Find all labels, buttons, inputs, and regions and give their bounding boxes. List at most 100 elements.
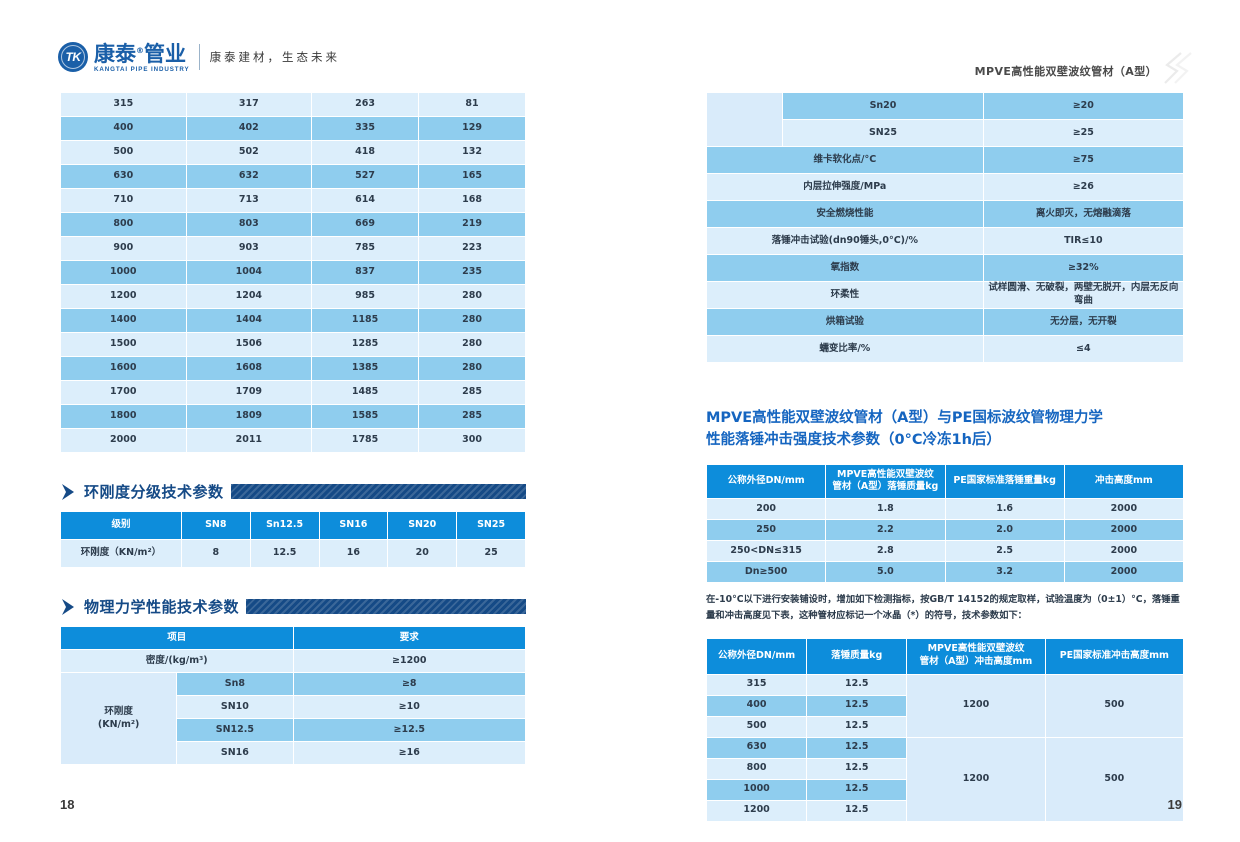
spec-row: 315 317 263 81 [60, 92, 526, 117]
spec-cell: 1404 [185, 308, 313, 333]
phys-cont-row: Sn20 ≥20 [705, 92, 1185, 147]
comparison-heading: MPVE高性能双壁波纹管材（A型）与PE国标波纹管物理力学 性能落锤冲击强度技术… [706, 407, 1184, 452]
logo-cn-part2: 管业 [144, 42, 186, 66]
cmp-cell: 250<DN≤315 [705, 539, 827, 562]
phys-row: SN16 ≥16 [61, 741, 526, 765]
spec-cell: 402 [185, 116, 313, 141]
phys-req-cell: ≥16 [292, 741, 526, 765]
spec-cell: 630 [60, 164, 187, 189]
phys-cont-row: SN25 ≥25 [707, 119, 1185, 147]
cold-row: 630 12.5 1200 500 [705, 736, 1185, 822]
spec-cell: 803 [185, 212, 313, 237]
spec-cell: 285 [418, 380, 526, 405]
cmp-header-pe: PE国家标准落锤重量kg [944, 463, 1065, 499]
cmp-header-mpve: MPVE高性能双壁波纹 管材（A型）落锤质量kg [825, 463, 946, 499]
phys-req-cell: ≥25 [982, 119, 1185, 147]
spec-cell: 1608 [185, 356, 313, 381]
spec-cell: 1585 [311, 404, 420, 429]
spec-cell: 280 [418, 308, 526, 333]
phys-req-cell: 离火即灭，无熔融滴落 [982, 200, 1185, 228]
phys-item-cell: 蠕变比率/% [706, 335, 984, 363]
spec-cell: 985 [311, 284, 420, 309]
phys-item-cell: 维卡软化点/°C [706, 146, 984, 174]
section-title-ring: 环刚度分级技术参数 [84, 483, 224, 501]
phys-item-cell: 环柔性 [706, 281, 984, 309]
phys-row: SN10 ≥10 [61, 695, 526, 719]
section-title-physical: 物理力学性能技术参数 [84, 598, 240, 616]
spec-cell: 235 [418, 260, 526, 285]
ring-header-cell: SN16 [318, 511, 389, 540]
spec-cell: 1709 [185, 380, 313, 405]
arrow-right-icon [62, 483, 74, 500]
cold-mass-cell: 12.5 [806, 673, 908, 696]
spec-cell: 632 [185, 164, 313, 189]
left-page-column: 315 317 263 81 400 402 335 129 500 502 418 132 630 63… [59, 92, 526, 765]
logo-chinese-name: 康泰®管业 [94, 41, 190, 66]
phys-item-cell: SN16 [176, 741, 294, 765]
phys-item-cell: Sn20 [782, 92, 984, 120]
spec-row: 500 502 418 132 [60, 140, 526, 165]
phys-req-cell: TIR≤10 [982, 227, 1185, 255]
section-header-physical: 物理力学性能技术参数 [60, 596, 526, 617]
spec-cell: 263 [311, 92, 420, 117]
phys-item-cell: 密度/(kg/m³) [60, 649, 294, 673]
phys-item-cell: SN10 [176, 695, 294, 719]
ring-data-cell: 20 [387, 539, 458, 568]
spec-cell: 418 [311, 140, 420, 165]
spec-row: 1700 1709 1485 285 [60, 380, 526, 405]
logo-english-name: KANGTAI PIPE INDUSTRY [94, 66, 190, 73]
phys-req-cell: ≥20 [982, 92, 1185, 120]
phys-cont-row: 氧指数 ≥32% [706, 254, 1185, 282]
spec-table-continued: 315 317 263 81 400 402 335 129 500 502 418 132 630 63… [60, 92, 526, 453]
spec-cell: 300 [418, 428, 526, 453]
tk-monogram-icon: TK [58, 42, 88, 72]
spec-cell: 502 [185, 140, 313, 165]
section-header-ring-stiffness: 环刚度分级技术参数 [60, 481, 526, 502]
arrow-right-icon [62, 598, 74, 615]
spec-row: 800 803 669 219 [60, 212, 526, 237]
cold-row: 500 12.5 [705, 715, 1184, 738]
cold-header-row: 公称外径DN/mm 落锤质量kg MPVE高性能双壁波纹 管材（A型）冲击高度mm PE… [705, 637, 1185, 675]
chevron-watermark-icon [1164, 52, 1192, 84]
phys-row: 环刚度 (KN/m²) Sn8 ≥8 [59, 672, 526, 765]
phys-req-cell: ≥26 [982, 173, 1185, 201]
physical-properties-table: 项目 要求 密度/(kg/m³) ≥1200 环刚度 (KN/m²) Sn8 ≥8 SN10 ≥1… [59, 626, 526, 765]
phys-req-cell: ≥1200 [292, 649, 526, 673]
logo-cn-part1: 康泰 [94, 42, 136, 66]
spec-cell: 669 [311, 212, 420, 237]
ring-header-cell: 级别 [60, 511, 182, 540]
ring-data-cell: 环刚度（KN/m²） [60, 539, 182, 568]
comparison-row: Dn≥500 5.0 3.2 2000 [705, 560, 1185, 583]
cold-dn-cell: 400 [705, 694, 808, 717]
comparison-heading-line1: MPVE高性能双壁波纹管材（A型）与PE国标波纹管物理力学 [706, 410, 1103, 426]
cold-dn-cell: 315 [705, 673, 808, 696]
cmp-cell: 2.5 [944, 539, 1065, 562]
spec-cell: 1200 [60, 284, 187, 309]
phys-item-cell: 内层拉伸强度/MPa [706, 173, 984, 201]
phys-header-req: 要求 [292, 626, 526, 650]
phys-req-cell: ≥10 [292, 695, 526, 719]
cold-row: 400 12.5 [705, 694, 1184, 717]
spec-cell: 1385 [311, 356, 420, 381]
spec-row: 1400 1404 1185 280 [60, 308, 526, 333]
ring-stiffness-table: 级别 SN8 Sn12.5 SN16 SN20 SN25 环刚度（KN/m²） 8 12.5 16… [60, 511, 526, 568]
header-product-title: MPVE高性能双壁波纹管材（A型） [974, 65, 1157, 78]
spec-cell: 165 [418, 164, 526, 189]
cmp-cell: Dn≥500 [705, 560, 827, 583]
cold-header-mass: 落锤质量kg [806, 637, 908, 675]
phys-item-cell: SN12.5 [176, 718, 294, 742]
phys-cont-row: 落锤冲击试验(dn90锤头,0°C)/% TIR≤10 [706, 227, 1185, 255]
spec-cell: 1004 [185, 260, 313, 285]
comparison-row: 250<DN≤315 2.8 2.5 2000 [705, 539, 1185, 562]
spec-cell: 219 [418, 212, 526, 237]
cmp-header-height: 冲击高度mm [1063, 463, 1185, 499]
spec-cell: 1400 [60, 308, 187, 333]
cold-row: 315 12.5 1200 500 [705, 673, 1185, 738]
spec-cell: 1485 [311, 380, 420, 405]
phys-req-cell: ≤4 [982, 335, 1185, 363]
spec-cell: 527 [311, 164, 420, 189]
spec-cell: 400 [60, 116, 187, 141]
spec-cell: 1285 [311, 332, 420, 357]
phys-cont-row: 安全燃烧性能 离火即灭，无熔融滴落 [706, 200, 1185, 228]
right-page-column: Sn20 ≥20 SN25 ≥25 维卡软化点/°C ≥75 内层拉伸强度/MPa ≥26 安全… [705, 92, 1185, 822]
